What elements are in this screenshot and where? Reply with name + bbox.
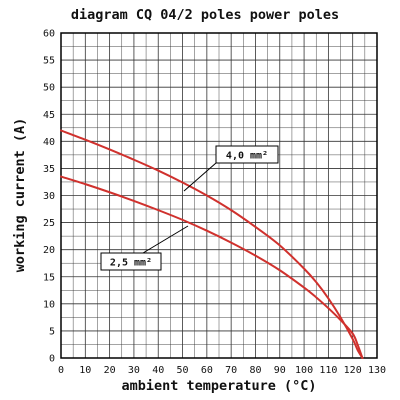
annotation-box bbox=[215, 145, 279, 164]
annotation-box bbox=[100, 252, 162, 271]
y-tick-label: 50 bbox=[43, 83, 55, 94]
grid-lines bbox=[60, 32, 378, 359]
y-tick-label: 10 bbox=[43, 299, 55, 310]
y-tick-label: 0 bbox=[49, 354, 55, 365]
x-tick-label: 40 bbox=[152, 365, 164, 376]
y-tick-label: 35 bbox=[43, 164, 55, 175]
x-tick-labels: 0 10 20 30 40 50 60 70 80 90 100 110 120 130 bbox=[58, 365, 386, 376]
y-tick-label: 60 bbox=[43, 29, 55, 40]
x-tick-label: 100 bbox=[295, 365, 313, 376]
x-tick-label: 130 bbox=[368, 365, 386, 376]
series-line-2 bbox=[60, 175, 364, 359]
y-tick-label: 45 bbox=[43, 110, 55, 121]
x-tick-label: 90 bbox=[274, 365, 286, 376]
x-tick-label: 70 bbox=[225, 365, 237, 376]
x-tick-label: 120 bbox=[344, 365, 362, 376]
series-layer bbox=[60, 129, 364, 359]
y-tick-label: 55 bbox=[43, 56, 55, 67]
y-axis-label: working current (A) bbox=[12, 118, 28, 272]
x-tick-label: 30 bbox=[128, 365, 140, 376]
y-tick-label: 5 bbox=[49, 326, 55, 337]
annotation-leader-line bbox=[142, 225, 189, 254]
x-tick-label: 20 bbox=[104, 365, 116, 376]
x-tick-label: 80 bbox=[249, 365, 261, 376]
y-tick-label: 20 bbox=[43, 245, 55, 256]
x-tick-label: 110 bbox=[319, 365, 337, 376]
x-tick-label: 10 bbox=[79, 365, 91, 376]
x-tick-label: 50 bbox=[177, 365, 189, 376]
y-tick-label: 15 bbox=[43, 272, 55, 283]
chart-title: diagram CQ 04/2 poles power poles bbox=[71, 7, 339, 23]
y-tick-labels: 0 5 10 15 20 25 30 35 40 45 50 55 60 bbox=[43, 29, 55, 365]
y-tick-label: 25 bbox=[43, 218, 55, 229]
annotation-leader-line bbox=[183, 162, 217, 192]
x-tick-label: 60 bbox=[201, 365, 213, 376]
annotation-layer: 4,0 mm² 2,5 mm² bbox=[100, 145, 279, 271]
plot-frame bbox=[60, 32, 378, 359]
annotation-label: 2,5 mm² bbox=[110, 258, 152, 269]
annotation-label: 4,0 mm² bbox=[226, 151, 268, 162]
y-tick-label: 40 bbox=[43, 137, 55, 148]
x-axis-label: ambient temperature (°C) bbox=[121, 378, 316, 394]
y-tick-label: 30 bbox=[43, 191, 55, 202]
x-tick-label: 0 bbox=[58, 365, 64, 376]
